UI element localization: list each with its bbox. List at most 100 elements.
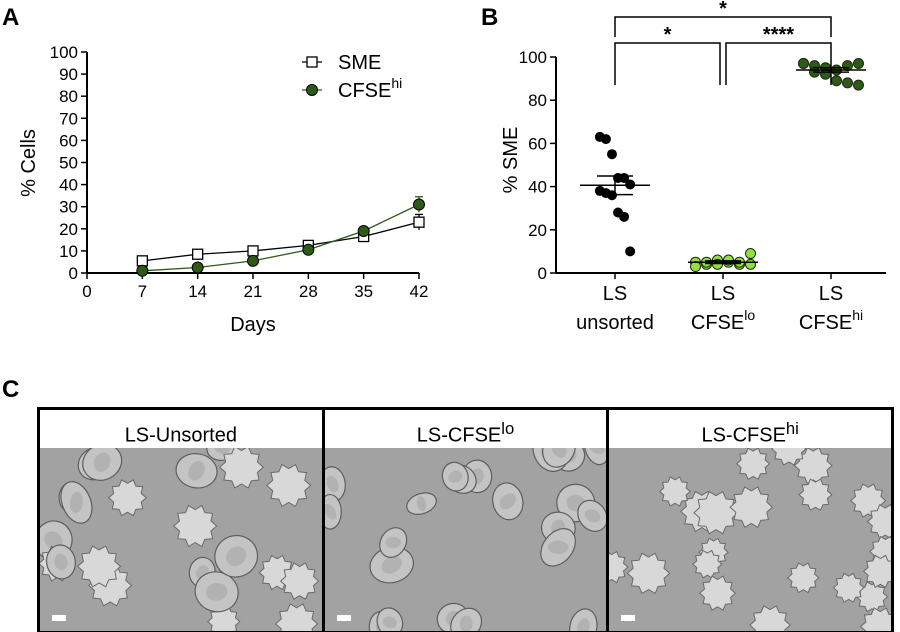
em-panels: LS-Unsorted LS-CFSElo LS-CFSEhi bbox=[37, 407, 894, 632]
category-label-line1: LS bbox=[711, 283, 735, 305]
x-tick-label: 0 bbox=[82, 282, 91, 301]
y-tick-label: 100 bbox=[519, 48, 547, 67]
cell-center bbox=[588, 448, 605, 455]
cell-center bbox=[547, 540, 569, 554]
legend-label: CFSEhi bbox=[338, 75, 402, 102]
echinocyte-cell bbox=[863, 554, 892, 589]
y-tick-label: 80 bbox=[528, 91, 547, 110]
y-tick-label: 90 bbox=[59, 65, 78, 84]
data-point bbox=[831, 75, 842, 87]
cell-center bbox=[381, 555, 402, 574]
cell-center bbox=[499, 493, 516, 510]
em-panel-title: LS-CFSEhi bbox=[609, 410, 892, 448]
data-point bbox=[853, 79, 864, 91]
em-panel-unsorted: LS-Unsorted bbox=[40, 410, 322, 631]
significance-label: **** bbox=[763, 24, 794, 46]
echinocyte-cell bbox=[699, 575, 737, 611]
cell-center bbox=[205, 582, 228, 601]
series-line-1 bbox=[142, 203, 420, 272]
echinocyte-cell bbox=[729, 486, 774, 529]
echinocyte-cell bbox=[107, 479, 147, 517]
data-point-sme bbox=[136, 255, 148, 267]
data-point bbox=[625, 246, 636, 257]
legend-label: SME bbox=[338, 52, 381, 74]
data-point-sme bbox=[413, 216, 425, 228]
echinocyte-cell bbox=[609, 550, 630, 584]
data-point-cfse-hi bbox=[357, 225, 370, 238]
x-tick-label: 7 bbox=[138, 282, 147, 301]
scale-bar bbox=[52, 615, 66, 621]
category-label-line1: LS bbox=[603, 283, 627, 305]
significance-label: * bbox=[664, 24, 672, 46]
y-tick-label: 60 bbox=[59, 131, 78, 150]
y-axis-label: % SME bbox=[500, 127, 522, 194]
y-tick-label: 0 bbox=[538, 264, 547, 283]
y-tick-label: 50 bbox=[59, 154, 78, 173]
y-tick-label: 60 bbox=[528, 134, 547, 153]
cell-center bbox=[459, 615, 473, 631]
significance-label: * bbox=[719, 0, 727, 20]
echinocyte-cell bbox=[798, 478, 833, 511]
legend-marker-circle bbox=[306, 84, 318, 96]
y-axis-label: % Cells bbox=[18, 129, 40, 197]
em-panel-title: LS-CFSElo bbox=[324, 410, 607, 448]
data-point bbox=[745, 248, 756, 260]
echinocyte-cell bbox=[693, 490, 740, 535]
y-tick-label: 0 bbox=[69, 264, 78, 283]
cell-center bbox=[226, 546, 247, 567]
cell-center bbox=[576, 618, 590, 631]
echinocyte-cell bbox=[736, 448, 771, 481]
echinocyte-cell bbox=[274, 603, 319, 631]
data-point-sme bbox=[247, 245, 259, 257]
data-point-sme bbox=[192, 248, 204, 260]
category-label-line1: LS bbox=[819, 283, 843, 305]
y-tick-label: 10 bbox=[59, 242, 78, 261]
em-panel-title: LS-Unsorted bbox=[40, 410, 322, 448]
echinocyte-cell bbox=[218, 448, 265, 489]
cell-center bbox=[448, 470, 462, 483]
x-tick-label: 28 bbox=[299, 282, 318, 301]
significance-bracket bbox=[725, 42, 832, 85]
scale-bar bbox=[621, 615, 636, 621]
data-point bbox=[820, 68, 831, 80]
legend-marker-square bbox=[306, 56, 318, 68]
cell-center bbox=[551, 448, 567, 458]
y-tick-label: 80 bbox=[59, 87, 78, 106]
echinocyte-cell bbox=[76, 545, 122, 588]
cell-center bbox=[188, 460, 205, 481]
data-point-cfse-hi bbox=[191, 261, 204, 274]
line-chart-days: 0 10 20 30 40 50 60 70 80 90 100 0 7 14 21 28 35 42 Days % … bbox=[18, 43, 428, 336]
cell-center bbox=[416, 496, 427, 512]
cell-center bbox=[584, 509, 600, 523]
x-tick-label: 14 bbox=[188, 282, 207, 301]
sem-image-unsorted bbox=[40, 448, 322, 631]
data-point bbox=[619, 211, 630, 222]
data-point-cfse-hi bbox=[136, 264, 149, 277]
series-line-0 bbox=[142, 221, 420, 262]
y-tick-label: 20 bbox=[59, 220, 78, 239]
data-point bbox=[690, 261, 701, 273]
panel-label-a: A bbox=[2, 4, 20, 31]
category-label-line2: unsorted bbox=[576, 312, 654, 334]
echinocyte-cell bbox=[749, 605, 792, 631]
echinocyte-cell bbox=[833, 572, 865, 603]
echinocyte-cell bbox=[207, 605, 241, 631]
echinocyte-cell bbox=[266, 463, 312, 508]
y-tick-label: 20 bbox=[528, 221, 547, 240]
echinocyte-cell bbox=[787, 562, 820, 594]
data-point bbox=[600, 134, 611, 145]
significance-bracket bbox=[614, 42, 721, 85]
data-point bbox=[798, 57, 809, 69]
y-tick-label: 70 bbox=[59, 109, 78, 128]
echinocyte-cell bbox=[867, 503, 892, 540]
significance-bracket bbox=[614, 16, 832, 37]
y-tick-label: 40 bbox=[59, 176, 78, 195]
category-label-line2: CFSEhi bbox=[799, 307, 863, 334]
sem-image-cfse-lo bbox=[324, 448, 607, 631]
cell-center bbox=[54, 553, 68, 571]
data-point bbox=[625, 179, 636, 190]
data-point bbox=[745, 258, 756, 270]
echinocyte-cell bbox=[692, 549, 723, 579]
